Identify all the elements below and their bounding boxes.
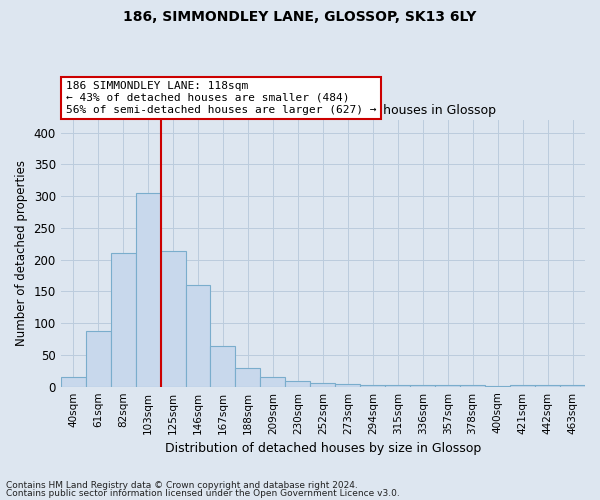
Bar [335,384,360,386]
Text: Contains HM Land Registry data © Crown copyright and database right 2024.: Contains HM Land Registry data © Crown c… [6,481,358,490]
Bar [310,383,335,386]
X-axis label: Distribution of detached houses by size in Glossop: Distribution of detached houses by size … [165,442,481,455]
Bar [110,254,136,386]
Bar [260,376,286,386]
Text: 186 SIMMONDLEY LANE: 118sqm
← 43% of detached houses are smaller (484)
56% of se: 186 SIMMONDLEY LANE: 118sqm ← 43% of det… [66,82,376,114]
Text: 186, SIMMONDLEY LANE, GLOSSOP, SK13 6LY: 186, SIMMONDLEY LANE, GLOSSOP, SK13 6LY [124,10,476,24]
Bar [61,377,86,386]
Bar [385,385,410,386]
Bar [161,252,185,386]
Title: Size of property relative to detached houses in Glossop: Size of property relative to detached ho… [149,104,496,118]
Bar [211,346,235,387]
Bar [435,385,460,386]
Bar [235,368,260,386]
Bar [185,285,211,386]
Text: Contains public sector information licensed under the Open Government Licence v3: Contains public sector information licen… [6,488,400,498]
Bar [136,193,161,386]
Y-axis label: Number of detached properties: Number of detached properties [15,160,28,346]
Bar [86,331,110,386]
Bar [286,381,310,386]
